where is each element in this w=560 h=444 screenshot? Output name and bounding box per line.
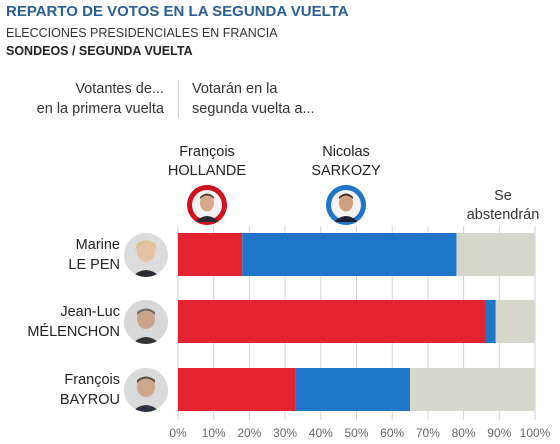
le-pen-avatar — [124, 233, 168, 277]
bar-segment — [456, 233, 535, 276]
bar-segment — [242, 233, 457, 276]
bayrou-avatar — [124, 368, 168, 412]
x-tick-label: 60% — [380, 426, 404, 440]
legend-hollande-label: François HOLLANDE — [167, 144, 247, 179]
x-tick-label: 20% — [237, 426, 261, 440]
header-divider — [178, 80, 179, 118]
chart-subtitle: ELECCIONES PRESIDENCIALES EN FRANCIA — [6, 26, 278, 40]
second-round-vote-header: Votarán en la segunda vuelta a... — [192, 81, 315, 117]
row-label-le-pen: Marine LE PEN — [68, 237, 120, 273]
x-tick-label: 70% — [416, 426, 440, 440]
bar-segment — [178, 233, 243, 276]
bar-segment — [178, 300, 486, 343]
bar-segment — [495, 300, 535, 343]
x-tick-label: 100% — [520, 426, 551, 440]
x-tick-label: 50% — [344, 426, 368, 440]
chart-section-label: SONDEOS / SEGUNDA VUELTA — [6, 44, 193, 58]
row-label-bayrou: François BAYROU — [59, 372, 120, 408]
hollande-avatar — [187, 185, 227, 225]
legend-abstain-label: Se abstendrán — [466, 188, 540, 223]
bar-segment — [295, 368, 411, 411]
chart-title: REPARTO DE VOTOS EN LA SEGUNDA VUELTA — [6, 3, 349, 20]
x-tick-label: 10% — [202, 426, 226, 440]
x-tick-label: 40% — [309, 426, 333, 440]
x-tick-label: 90% — [487, 426, 511, 440]
bar-segment — [410, 368, 535, 411]
bar-segment — [178, 368, 296, 411]
row-label-melenchon: Jean-Luc MÉLENCHON — [27, 304, 120, 340]
x-tick-label: 80% — [452, 426, 476, 440]
x-tick-label: 30% — [273, 426, 297, 440]
x-tick-label: 0% — [169, 426, 187, 440]
melenchon-avatar — [124, 300, 168, 344]
sarkozy-avatar — [326, 185, 366, 225]
first-round-voters-header: Votantes de... en la primera vuelta — [36, 81, 164, 117]
bar-segment — [485, 300, 496, 343]
legend-sarkozy-label: Nicolas SARKOZY — [311, 144, 381, 179]
